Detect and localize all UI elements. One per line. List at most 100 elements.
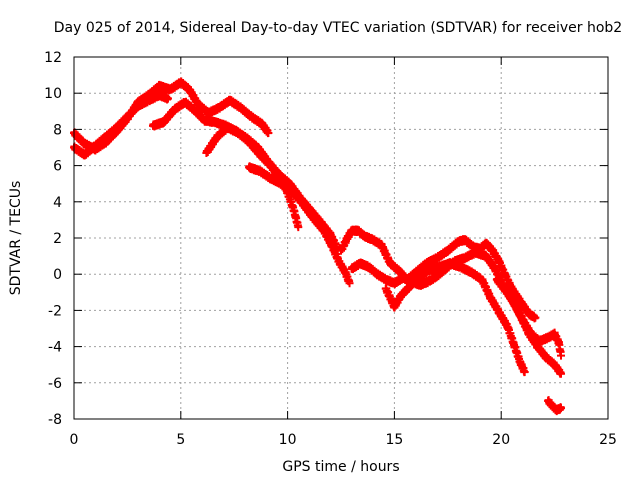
data-point: [422, 259, 431, 268]
data-point: [360, 232, 369, 241]
y-tick-label: 4: [53, 195, 62, 211]
data-point: [548, 402, 557, 411]
y-tick-label: -4: [48, 340, 62, 356]
data-point: [234, 129, 243, 138]
x-tick-label: 5: [176, 432, 185, 448]
data-point: [531, 313, 540, 322]
data-point: [471, 248, 480, 257]
data-point: [527, 329, 536, 338]
data-point: [492, 275, 501, 284]
data-point: [347, 264, 356, 273]
data-point: [503, 322, 512, 331]
data-point: [416, 281, 425, 290]
y-tick-label: -8: [48, 412, 62, 428]
data-point: [213, 132, 222, 141]
chart-title: Day 025 of 2014, Sidereal Day-to-day VTE…: [54, 20, 622, 36]
data-point: [390, 302, 399, 311]
data-point: [223, 123, 232, 132]
data-point: [554, 338, 563, 347]
data-point: [191, 107, 200, 116]
data-point: [345, 279, 354, 288]
data-point: [210, 118, 219, 127]
data-point: [510, 340, 519, 349]
data-point: [123, 112, 132, 121]
data-series-track-6: [337, 225, 540, 323]
data-point: [520, 367, 529, 376]
data-point: [460, 253, 469, 262]
data-point: [396, 291, 405, 300]
data-point: [163, 94, 172, 103]
data-point: [369, 235, 378, 244]
data-point: [343, 234, 352, 242]
data-point: [435, 262, 444, 271]
data-point: [454, 237, 463, 246]
x-tick-label: 25: [599, 432, 617, 448]
data-point: [247, 112, 256, 121]
data-point: [477, 275, 486, 284]
data-point: [482, 252, 491, 261]
data-point: [364, 262, 373, 271]
data-point: [337, 246, 345, 255]
data-series-track-4: [202, 122, 303, 232]
data-point: [319, 226, 328, 235]
data-point: [193, 100, 202, 109]
data-point: [215, 103, 224, 112]
data-point: [467, 268, 476, 277]
data-series-track-2: [70, 89, 172, 160]
y-tick-label: -2: [48, 303, 62, 319]
data-point: [354, 226, 363, 235]
data-point: [334, 257, 343, 266]
data-point: [144, 96, 153, 105]
data-series-track-10: [544, 396, 566, 416]
y-axis-label: SDTVAR / TECUs: [8, 181, 24, 296]
y-tick-label: -6: [48, 376, 62, 392]
data-point: [245, 138, 254, 147]
data-point: [390, 279, 399, 288]
data-point: [456, 262, 465, 271]
data-point: [277, 179, 286, 188]
data-point: [166, 85, 175, 94]
data-point: [443, 246, 452, 255]
data-point: [544, 333, 553, 342]
y-tick-label: 2: [53, 231, 62, 247]
data-point: [377, 241, 386, 250]
data-point: [255, 167, 264, 176]
data-point: [102, 132, 111, 141]
data-point: [341, 268, 350, 277]
data-point: [328, 243, 337, 252]
data-point: [356, 259, 365, 268]
data-point: [373, 270, 382, 279]
data-point: [557, 351, 566, 360]
data-point: [445, 259, 454, 268]
data-point: [381, 284, 390, 293]
data-point: [294, 223, 303, 232]
y-tick-label: 0: [53, 267, 62, 283]
x-axis-label: GPS time / hours: [282, 459, 399, 475]
data-point: [80, 150, 89, 159]
data-point: [516, 358, 525, 367]
data-point: [413, 273, 422, 282]
data-series-track-8: [381, 258, 529, 377]
data-point: [433, 272, 442, 281]
data-point: [495, 308, 504, 317]
data-point: [424, 266, 433, 275]
data-point: [225, 96, 234, 105]
data-point: [185, 85, 194, 94]
data-point: [202, 148, 211, 157]
x-tick-label: 0: [70, 432, 79, 448]
data-point: [557, 369, 566, 378]
data-point: [381, 275, 390, 284]
data-point: [386, 259, 395, 268]
data-point: [557, 404, 566, 413]
data-point: [405, 282, 414, 291]
data-point: [204, 109, 213, 118]
x-tick-label: 20: [492, 432, 510, 448]
data-point: [236, 103, 245, 112]
data-series-track-9: [492, 274, 566, 360]
data-point: [542, 353, 551, 362]
data-point: [516, 297, 525, 306]
data-point: [155, 91, 164, 100]
data-series-layer: [70, 77, 566, 416]
